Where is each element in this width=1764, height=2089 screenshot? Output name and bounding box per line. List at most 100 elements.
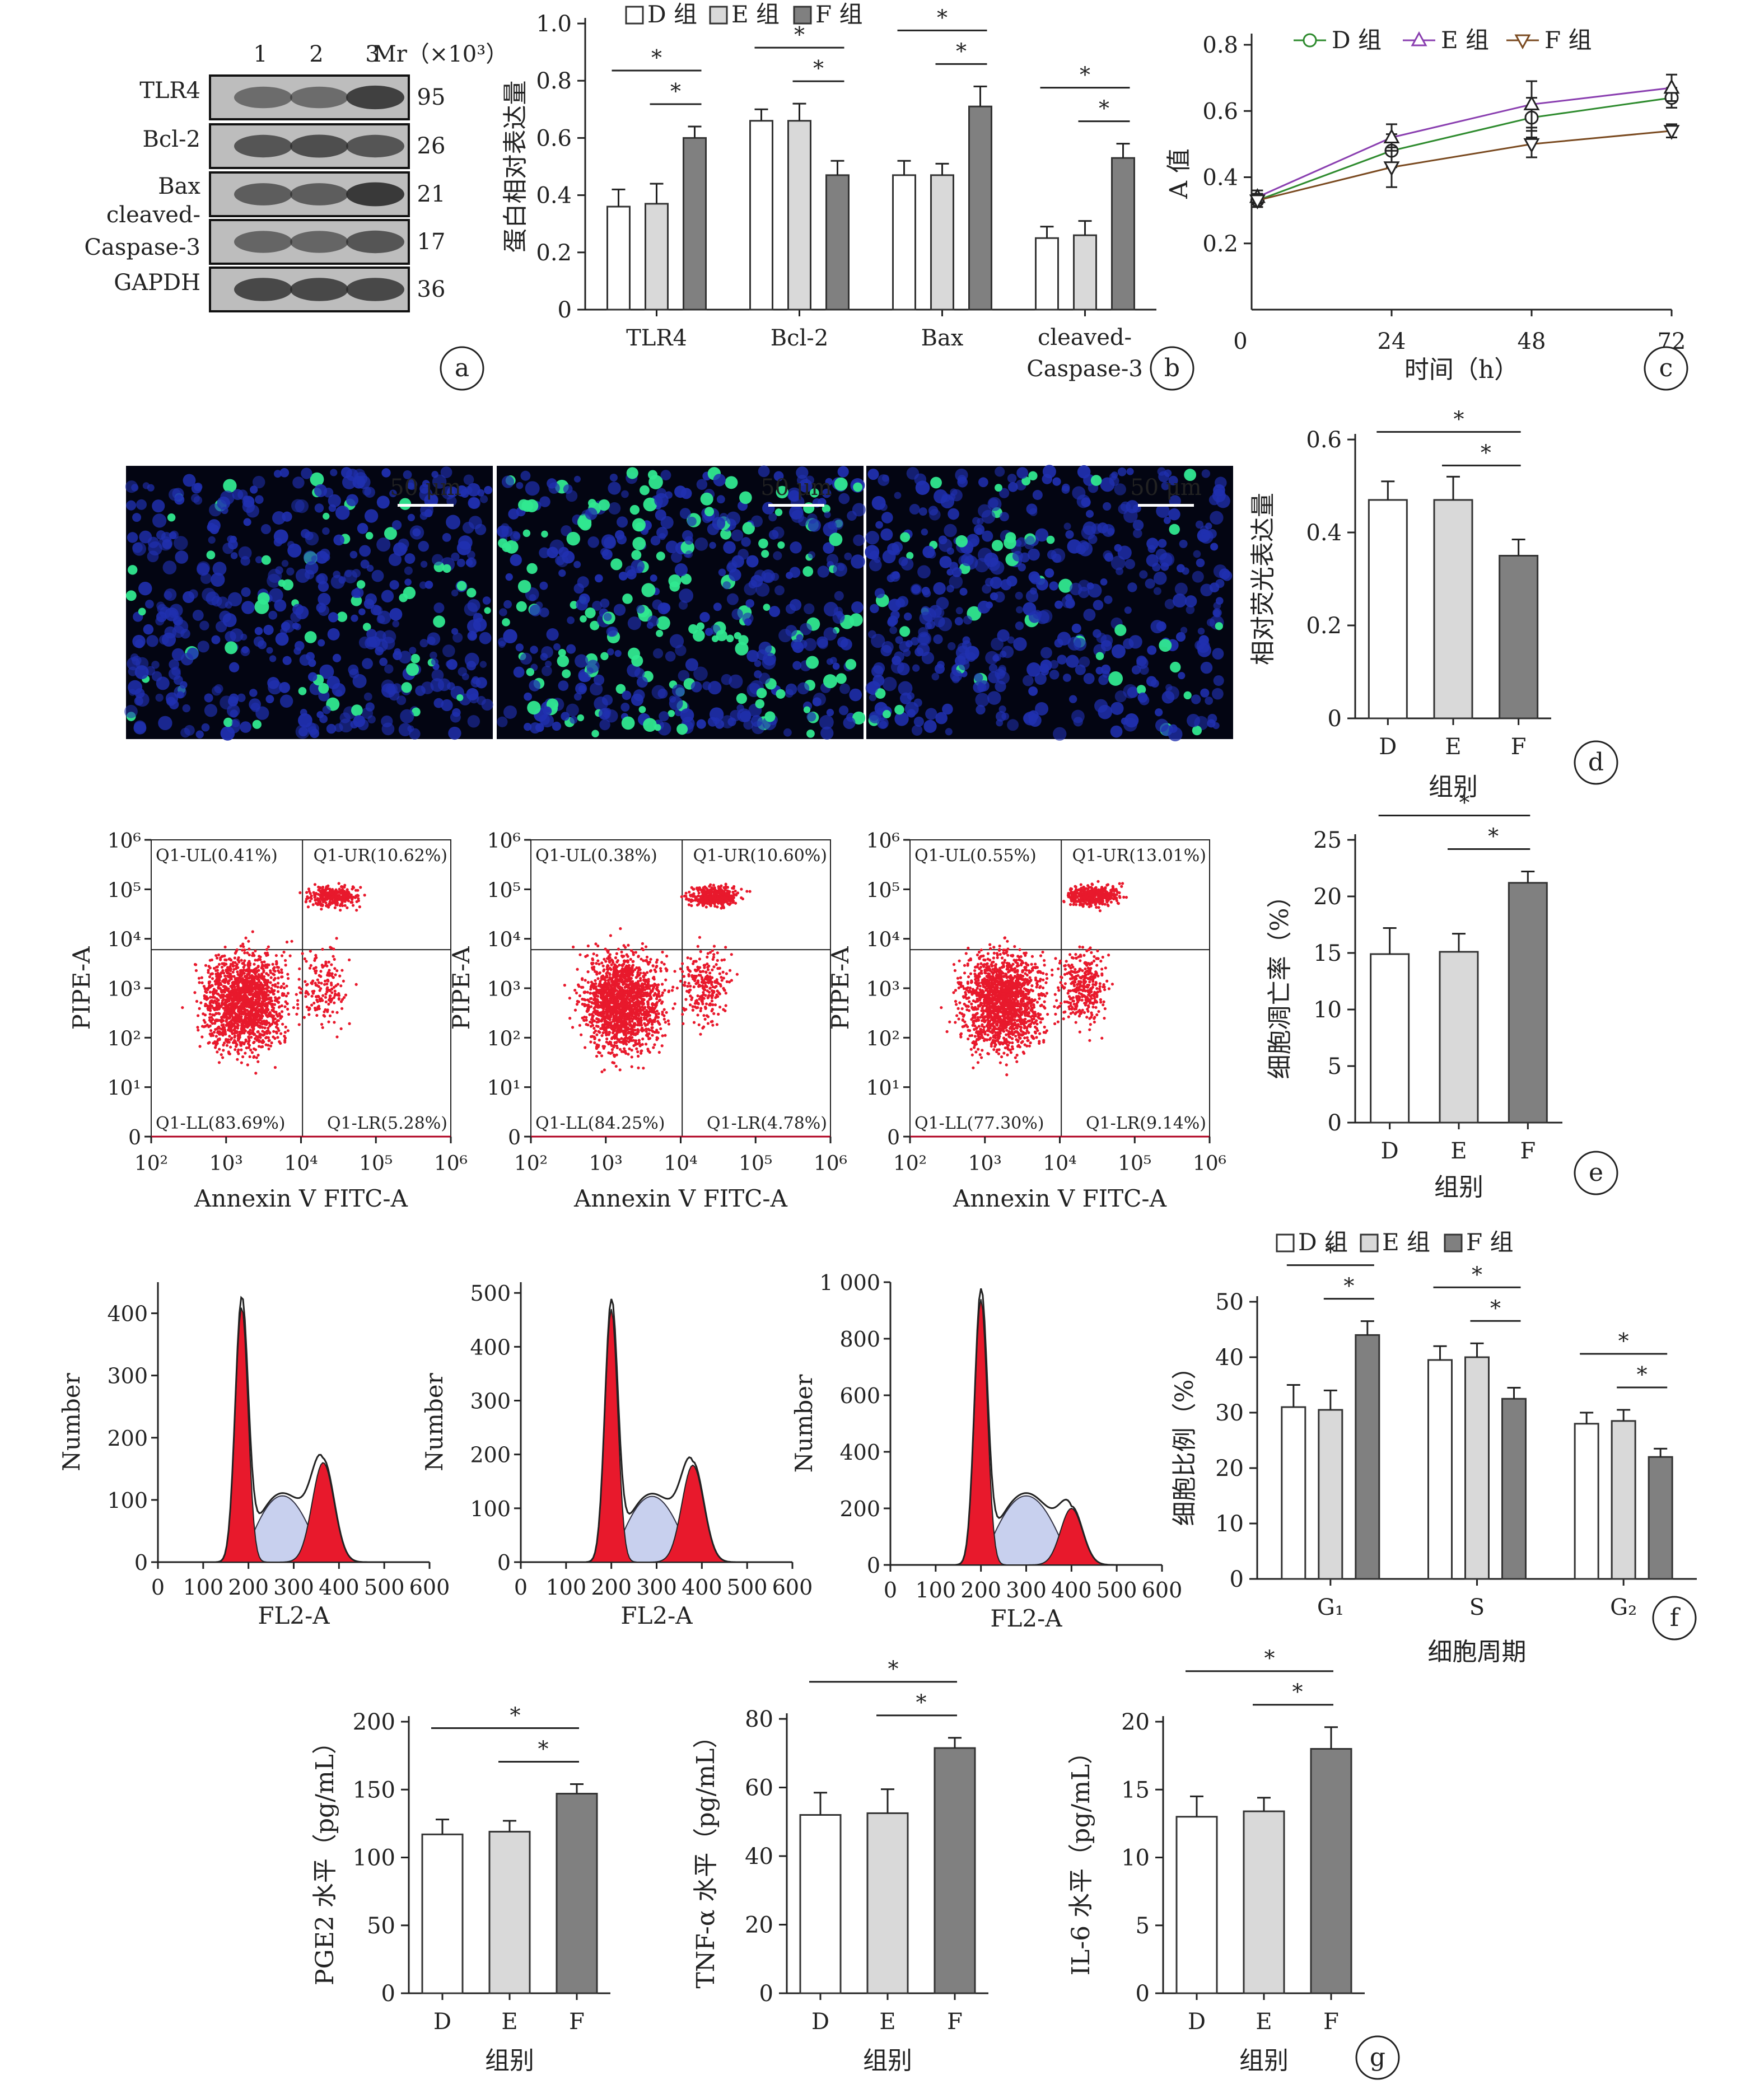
apoptotic-cell xyxy=(502,618,510,627)
cell-nucleus xyxy=(1025,536,1035,545)
cell-nucleus xyxy=(949,574,963,589)
cell-nucleus xyxy=(660,470,671,481)
event-dot xyxy=(305,891,309,894)
blot-band xyxy=(290,278,348,301)
event-dot xyxy=(314,982,317,985)
cell-nucleus xyxy=(349,550,358,559)
event-dot xyxy=(340,885,343,889)
apoptotic-cell xyxy=(628,647,640,660)
event-dot xyxy=(218,1012,221,1016)
event-dot xyxy=(267,1021,270,1025)
apoptotic-cell xyxy=(680,573,692,585)
cell-nucleus xyxy=(335,505,350,520)
event-dot xyxy=(280,1015,283,1018)
event-dot xyxy=(221,1056,225,1059)
cell-nucleus xyxy=(330,469,338,476)
event-dot xyxy=(316,994,320,998)
event-dot xyxy=(285,940,289,944)
cell-nucleus xyxy=(279,681,291,693)
event-dot xyxy=(320,964,324,967)
event-dot xyxy=(239,1044,243,1047)
event-dot xyxy=(653,1043,656,1046)
cell-nucleus xyxy=(875,521,883,529)
event-dot xyxy=(211,1013,214,1017)
cell-nucleus xyxy=(467,715,480,728)
event-dot xyxy=(647,980,650,983)
event-dot xyxy=(241,942,245,946)
cell-nucleus xyxy=(849,688,862,702)
quadrant-lr: Q1-LR(5.28%) xyxy=(327,1114,447,1133)
event-dot xyxy=(276,982,280,985)
event-dot xyxy=(667,1022,671,1026)
event-dot xyxy=(271,984,274,987)
event-dot xyxy=(325,892,329,896)
event-dot xyxy=(222,998,225,1001)
cell-nucleus xyxy=(385,683,398,695)
event-dot xyxy=(236,970,239,974)
event-dot xyxy=(240,1017,243,1021)
event-dot xyxy=(258,1017,262,1021)
apoptotic-cell xyxy=(541,530,548,538)
cell-nucleus xyxy=(573,693,582,701)
cell-nucleus xyxy=(1117,467,1127,476)
cell-nucleus xyxy=(1153,587,1161,595)
event-dot xyxy=(217,962,221,966)
event-dot xyxy=(225,969,228,972)
event-dot xyxy=(258,1032,262,1036)
event-dot xyxy=(208,1024,212,1027)
event-dot xyxy=(261,1015,264,1018)
cell-nucleus xyxy=(128,680,143,695)
event-dot xyxy=(222,1015,225,1018)
event-dot xyxy=(206,988,209,992)
cell-nucleus xyxy=(895,636,903,644)
cell-nucleus xyxy=(145,600,154,609)
mr-value: 26 xyxy=(417,133,446,159)
event-dot xyxy=(270,999,273,1003)
cell-nucleus xyxy=(477,489,484,497)
cell-nucleus xyxy=(282,656,292,665)
cell-nucleus xyxy=(1016,467,1029,479)
event-dot xyxy=(309,896,312,899)
cell-nucleus xyxy=(326,723,337,734)
y-tick-label: 0.2 xyxy=(1202,231,1238,257)
event-dot xyxy=(257,957,260,961)
event-dot xyxy=(224,1032,227,1036)
cell-nucleus xyxy=(570,716,578,724)
apoptotic-cell xyxy=(505,540,519,554)
event-dot xyxy=(220,965,224,969)
cell-nucleus xyxy=(899,641,911,652)
apoptotic-cell xyxy=(590,620,600,630)
event-dot xyxy=(282,982,286,985)
bar xyxy=(749,120,773,311)
cell-nucleus xyxy=(909,504,920,515)
cell-nucleus xyxy=(193,496,203,505)
event-dot xyxy=(243,959,246,962)
cell-nucleus xyxy=(894,712,909,726)
cell-nucleus xyxy=(1071,623,1081,633)
apoptotic-cell xyxy=(632,518,646,532)
event-dot xyxy=(617,947,620,951)
cell-nucleus xyxy=(1094,699,1108,713)
cell-nucleus xyxy=(812,697,822,707)
event-dot xyxy=(240,1061,243,1064)
event-dot xyxy=(269,981,272,984)
event-dot xyxy=(217,953,221,957)
event-dot xyxy=(304,995,307,998)
event-dot xyxy=(269,976,273,979)
event-dot xyxy=(269,971,272,974)
y-tick-label: 10² xyxy=(108,1027,141,1050)
cell-nucleus xyxy=(791,639,802,650)
cell-nucleus xyxy=(791,510,804,524)
cell-nucleus xyxy=(541,665,552,676)
cell-nucleus xyxy=(180,629,190,639)
cell-nucleus xyxy=(1100,578,1108,586)
event-dot xyxy=(337,992,340,996)
event-dot xyxy=(640,1049,643,1053)
scale-bar xyxy=(398,504,454,507)
cell-nucleus xyxy=(726,593,739,605)
event-dot xyxy=(246,1063,249,1067)
apoptotic-cell xyxy=(668,709,675,717)
cell-nucleus xyxy=(127,532,138,543)
cell-nucleus xyxy=(599,719,610,731)
cell-nucleus xyxy=(1192,571,1204,583)
